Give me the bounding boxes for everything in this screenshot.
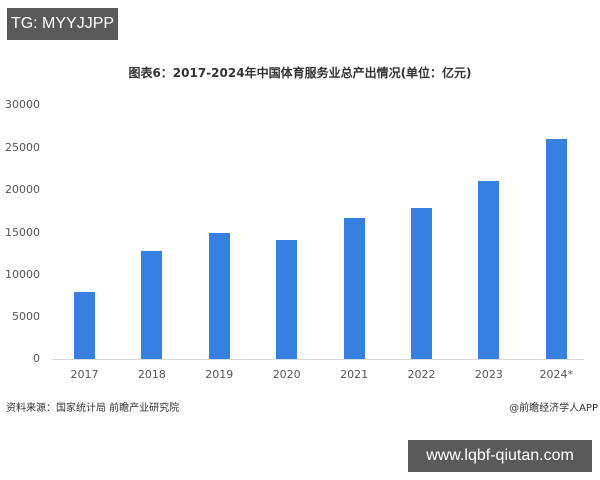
y-tick: 10000 (5, 268, 40, 281)
y-tick: 25000 (5, 141, 40, 154)
y-tick: 20000 (5, 183, 40, 196)
x-tick: 2024* (539, 368, 574, 381)
bar (141, 251, 163, 359)
credit-note: @前瞻经济学人APP (509, 403, 598, 414)
x-tick: 2023 (474, 368, 503, 381)
x-tick: 2018 (137, 368, 166, 381)
bar (208, 232, 230, 359)
chart-title: 图表6：2017-2024年中国体育服务业总产出情况(单位：亿元) (128, 66, 472, 80)
x-axis-line (52, 359, 584, 360)
bar (545, 138, 567, 359)
tg-tag-label: TG: MYYJJPP (7, 8, 118, 40)
source-note: 资料来源：国家统计局 前瞻产业研究院 (6, 403, 180, 414)
bar (411, 208, 432, 359)
url-banner: www.lqbf-qiutan.com (408, 440, 592, 472)
x-tick: 2021 (340, 368, 369, 381)
y-tick: 30000 (5, 98, 40, 111)
bar (478, 181, 500, 359)
bar (343, 218, 365, 359)
y-tick: 15000 (5, 226, 40, 239)
x-tick: 2020 (272, 368, 301, 381)
x-tick: 2022 (407, 368, 436, 381)
bar (74, 292, 95, 359)
y-tick: 0 (33, 352, 40, 365)
x-tick: 2017 (70, 368, 99, 381)
x-tick: 2019 (205, 368, 234, 381)
bar (276, 239, 298, 359)
y-tick: 5000 (12, 310, 40, 323)
